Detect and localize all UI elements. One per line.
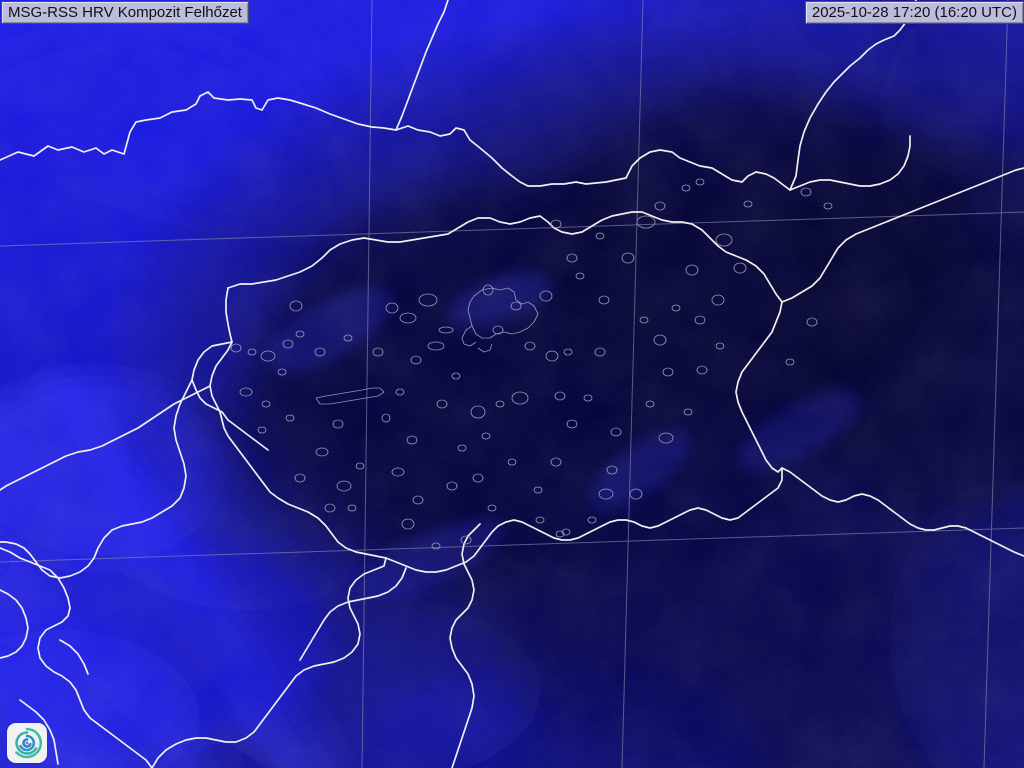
product-title-label: MSG-RSS HRV Kompozit Felhőzet — [1, 1, 249, 24]
settlement-outline-layer — [230, 178, 833, 550]
timestamp-label: 2025-10-28 17:20 (16:20 UTC) — [804, 1, 1024, 24]
cyclone-spiral-logo[interactable] — [7, 723, 47, 763]
cyclone-spiral-icon — [15, 727, 43, 759]
